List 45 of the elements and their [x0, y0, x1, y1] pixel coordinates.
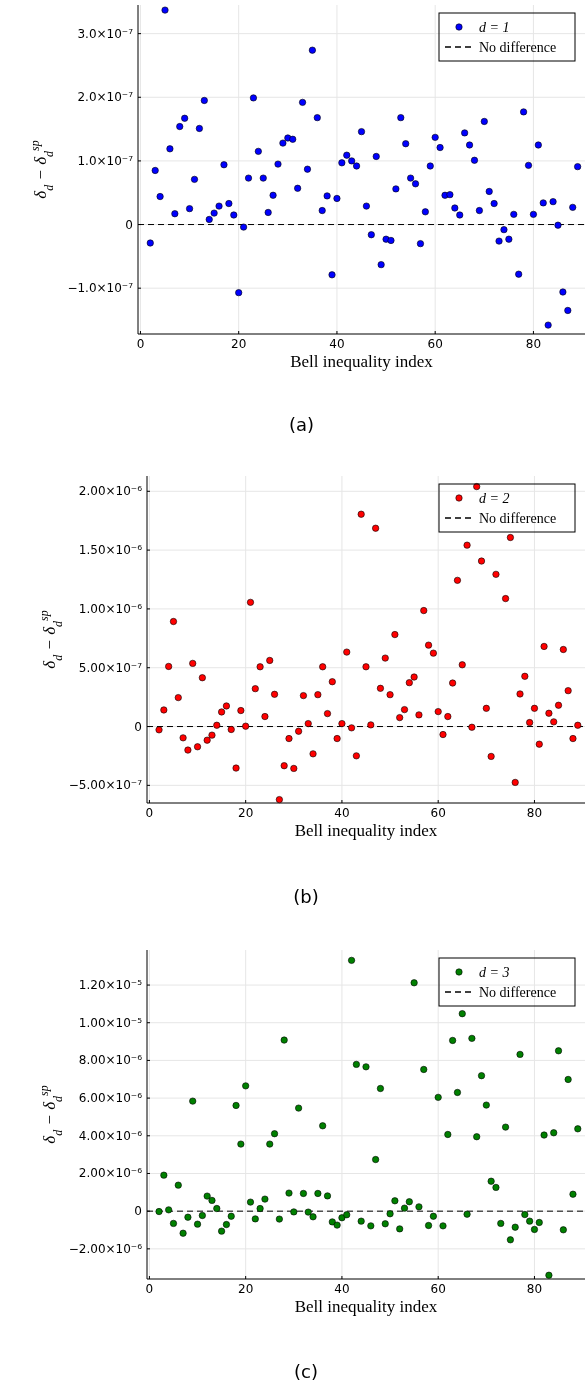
x-tick-label: 20 [238, 806, 254, 820]
y-tick-label: −1.0×10⁻⁷ [67, 281, 134, 296]
legend-label: d = 2 [479, 491, 510, 506]
x-tick-label: 60 [430, 1282, 446, 1296]
x-tick-label: 80 [526, 806, 543, 820]
x-tick-label: 80 [525, 337, 542, 351]
x-axis-title: Bell inequality index [290, 352, 434, 371]
legend-label: d = 3 [479, 965, 510, 980]
legend-label: d = 1 [479, 20, 510, 35]
y-tick-label: 0 [134, 719, 142, 734]
y-tick-label: 0 [125, 217, 133, 232]
legend-label: No difference [479, 511, 557, 526]
x-axis-title: Bell inequality index [294, 1297, 438, 1316]
x-tick-label: 60 [430, 806, 446, 820]
y-tick-label: 2.0×10⁻⁷ [77, 90, 134, 105]
y-tick-label: 1.20×10⁻⁵ [78, 978, 143, 993]
x-tick-label: 0 [145, 1282, 154, 1296]
y-tick-label: −5.00×10⁻⁷ [68, 778, 143, 793]
y-tick-label: 3.0×10⁻⁷ [77, 26, 134, 41]
text: (c) [294, 1361, 318, 1382]
y-tick-label: −2.00×10⁻⁶ [68, 1241, 143, 1256]
x-tick-label: 60 [427, 337, 443, 351]
y-tick-label: 1.0×10⁻⁷ [77, 153, 134, 168]
y-tick-label: 1.50×10⁻⁶ [78, 543, 143, 558]
x-tick-label: 20 [238, 1282, 254, 1296]
y-tick-label: 8.00×10⁻⁶ [78, 1053, 143, 1068]
y-tick-label: 4.00×10⁻⁶ [78, 1128, 143, 1143]
y-tick-label: 1.00×10⁻⁵ [78, 1015, 143, 1030]
legend-label: No difference [479, 985, 557, 1000]
x-tick-label: 40 [334, 806, 350, 820]
text: (a) [288, 414, 315, 435]
y-tick-label: 6.00×10⁻⁶ [78, 1091, 143, 1106]
legend-label: No difference [479, 40, 557, 55]
y-tick-label: 1.00×10⁻⁶ [78, 601, 143, 616]
x-tick-label: 20 [231, 337, 247, 351]
y-tick-label: 2.00×10⁻⁶ [78, 484, 143, 499]
y-tick-label: 0 [134, 1204, 142, 1219]
y-tick-label: 5.00×10⁻⁷ [78, 660, 143, 675]
text: (b) [293, 886, 319, 907]
x-tick-label: 40 [334, 1282, 350, 1296]
x-axis-title: Bell inequality index [294, 821, 438, 840]
y-tick-label: 2.00×10⁻⁶ [78, 1166, 143, 1181]
x-tick-label: 40 [329, 337, 345, 351]
x-tick-label: 0 [145, 806, 154, 820]
x-tick-label: 80 [526, 1282, 543, 1296]
